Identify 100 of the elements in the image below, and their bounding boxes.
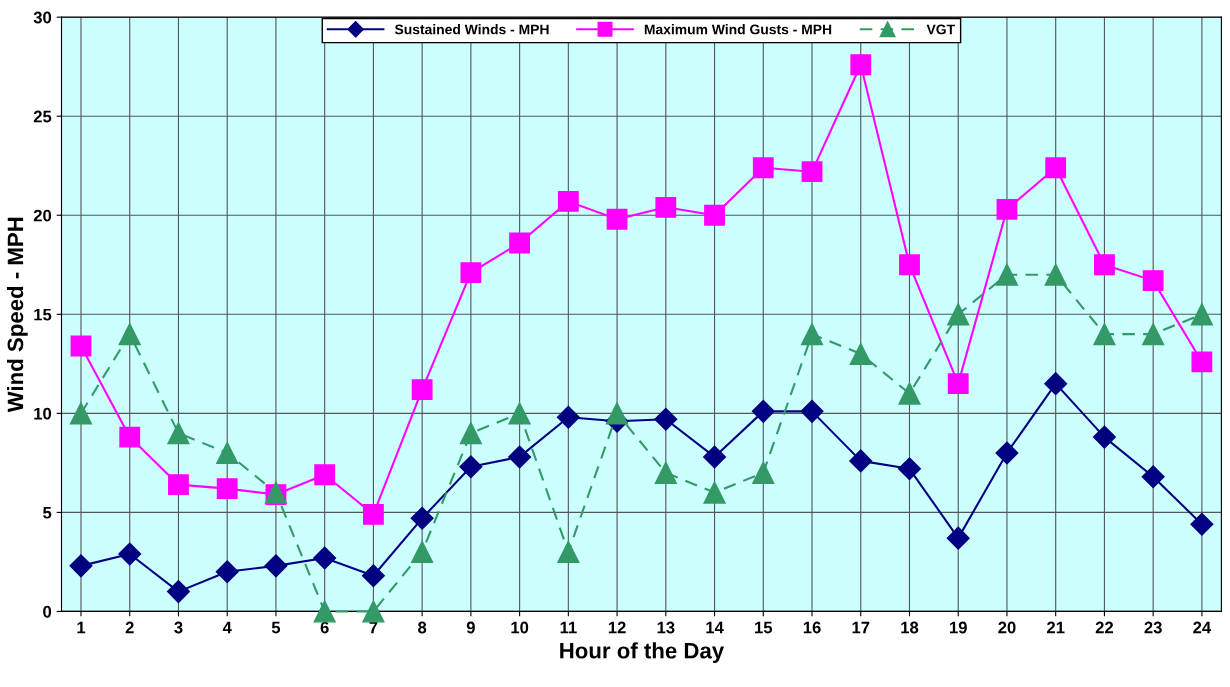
point [557,190,579,212]
point [215,560,239,584]
y-axis-title: Wind Speed - MPH [6,217,28,413]
x-tick-label: 18 [901,621,919,634]
x-tick-label: 21 [1047,621,1065,634]
point [995,263,1019,286]
x-tick-label: 19 [950,621,967,634]
x-tick-label: 10 [511,621,529,634]
x-tick-label: 14 [706,621,724,634]
point [168,474,189,496]
point [410,506,434,530]
point [655,196,677,218]
x-tick-label: 4 [222,621,232,634]
point [509,232,531,254]
point [1044,263,1067,286]
legend-label: Maximum Wind Gusts - MPH [644,24,832,35]
x-tick-label: 8 [418,621,427,634]
point [654,407,678,431]
point [801,161,823,183]
y-tick-label: 10 [34,407,52,420]
point [361,564,385,588]
point [752,157,774,179]
legend-label: Sustained Winds - MPH [394,24,549,35]
x-tick-label: 1 [77,621,86,634]
point [995,441,1019,465]
x-tick-label: 3 [174,621,183,634]
point [70,335,92,357]
point [216,478,238,500]
x-tick-label: 2 [125,621,134,634]
point [1044,372,1068,396]
point [897,457,921,481]
point [800,399,824,423]
point [1190,512,1214,536]
point [460,262,482,284]
point [314,464,336,486]
point [605,402,629,425]
x-tick-label: 20 [998,621,1016,634]
point [508,445,532,469]
point [508,402,531,425]
y-tick-label: 15 [34,308,52,321]
point [849,449,873,473]
point [118,542,142,566]
point [947,373,969,395]
point [704,204,725,226]
x-tick-label: 24 [1193,621,1212,634]
x-tick-label: 22 [1095,621,1114,634]
x-tick-label: 17 [852,621,870,634]
legend-label: VGT [926,24,955,35]
point [166,580,190,604]
point [606,208,628,230]
point [1190,303,1214,326]
point [996,198,1018,220]
point [1142,270,1164,292]
point [703,445,727,469]
point [899,254,920,276]
point [362,503,384,525]
point [947,303,970,326]
point [703,481,726,504]
x-tick-label: 12 [608,621,626,634]
x-tick-label: 7 [369,621,378,634]
point [411,379,433,400]
x-tick-label: 23 [1144,621,1162,634]
point [313,546,337,570]
y-tick-label: 30 [33,11,52,24]
point [1191,351,1213,373]
point [850,54,872,76]
x-tick-label: 6 [320,621,329,634]
x-tick-label: 16 [803,621,821,634]
y-tick-label: 0 [43,605,52,618]
point [459,422,482,445]
y-tick-label: 5 [43,506,52,519]
point [264,554,288,578]
point [1093,322,1116,346]
point [654,461,677,484]
point [1141,465,1165,489]
point [751,399,775,423]
point [800,322,824,346]
point [69,554,93,578]
y-tick-label: 20 [33,209,52,222]
point [118,322,141,346]
x-tick-label: 15 [755,621,773,634]
point [556,405,580,429]
point [216,441,239,465]
point [167,422,190,445]
point [69,402,93,425]
point [946,526,970,550]
point [898,382,921,405]
point [459,455,483,479]
x-axis-title: Hour of the Day [560,642,725,663]
y-tick-label: 25 [33,110,52,123]
point [119,426,141,448]
point [313,600,336,623]
x-tick-label: 5 [271,621,281,634]
point [1092,425,1116,449]
point [1142,322,1165,346]
point [362,600,385,623]
point [557,540,580,564]
x-tick-label: 13 [657,621,675,634]
x-tick-label: 11 [560,621,577,634]
point [1094,254,1115,276]
